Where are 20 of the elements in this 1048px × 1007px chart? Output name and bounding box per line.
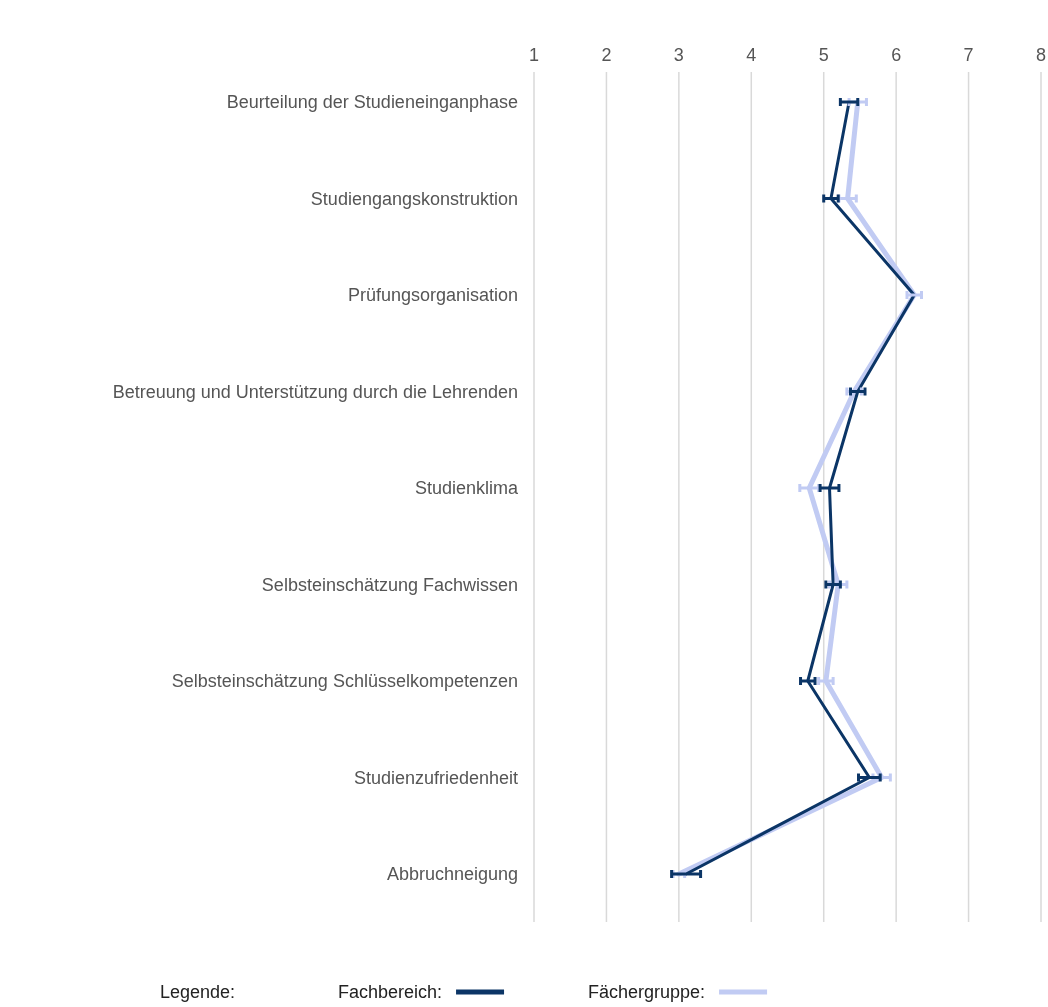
y-tick-label: Prüfungsorganisation: [347, 285, 518, 305]
x-tick-label: 3: [673, 45, 684, 65]
x-tick-label: 7: [963, 45, 974, 65]
x-tick-label: 8: [1035, 45, 1047, 65]
y-tick-label: Studienzufriedenheit: [353, 767, 518, 788]
y-tick-label: Selbsteinschätzung Schlüsselkompetenzen: [171, 671, 518, 691]
y-tick-label: Studienklima: [414, 478, 519, 498]
x-tick-label: 4: [746, 45, 757, 65]
legend-label: Fächergruppe:: [588, 982, 706, 1002]
x-tick-label: 6: [891, 45, 902, 65]
legend-label: Fachbereich:: [338, 982, 443, 1002]
y-tick-label: Betreuung und Unterstützung durch die Lehrenden: [112, 381, 518, 402]
x-tick-label: 2: [601, 45, 612, 65]
x-tick-label: 1: [528, 45, 540, 65]
y-tick-label: Abbruchneigung: [386, 864, 518, 884]
legend-title: Legende:: [160, 982, 236, 1002]
y-tick-label: Studiengangskonstruktion: [310, 188, 518, 209]
y-tick-label: Selbsteinschätzung Fachwissen: [261, 574, 518, 595]
y-tick-label: Beurteilung der Studieneinganphase: [226, 92, 518, 112]
x-tick-label: 5: [818, 45, 829, 65]
